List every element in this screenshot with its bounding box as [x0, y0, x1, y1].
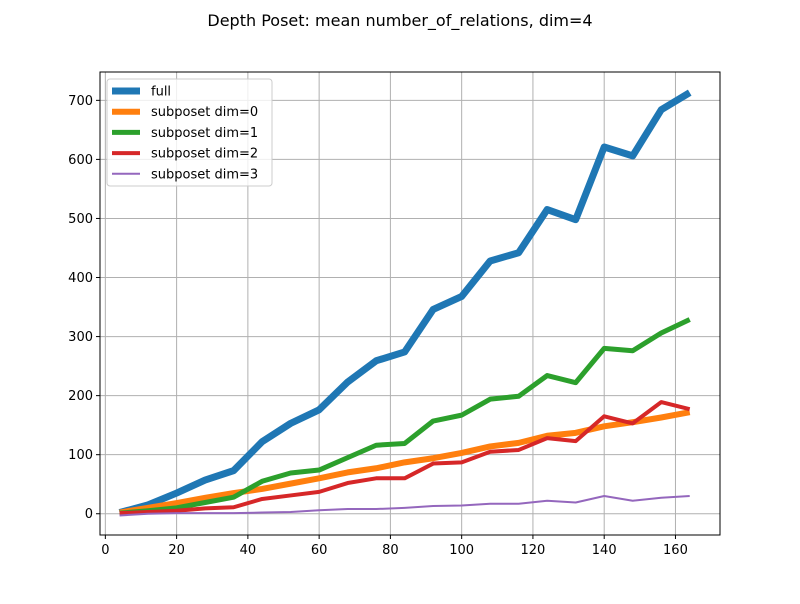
legend-box — [106, 78, 273, 187]
x-tick-label: 100 — [449, 543, 474, 558]
grid — [100, 72, 720, 535]
legend: full subposet dim=0 subposet dim=1 subposet… — [106, 78, 273, 187]
y-tick-label: 700 — [68, 94, 93, 109]
y-tick-label: 300 — [68, 330, 93, 345]
y-tick-label: 600 — [68, 153, 93, 168]
chart-title: Depth Poset: mean number_of_relations, d… — [207, 11, 592, 31]
x-tick-label: 140 — [592, 543, 617, 558]
x-axis: 0 20 40 60 80 100 120 140 160 — [101, 535, 688, 558]
x-tick-label: 160 — [663, 543, 688, 558]
legend-label: full — [151, 85, 171, 100]
x-tick-label: 80 — [382, 543, 399, 558]
y-tick-label: 100 — [68, 448, 93, 463]
y-axis: 0 100 200 300 400 500 600 700 — [68, 94, 100, 522]
legend-label: subposet dim=1 — [151, 126, 258, 141]
legend-label: subposet dim=0 — [151, 105, 258, 120]
y-tick-label: 400 — [68, 271, 93, 286]
series-line-full — [118, 89, 692, 516]
y-tick-label: 500 — [68, 212, 93, 227]
x-tick-label: 0 — [101, 543, 109, 558]
plot-area-frame — [99, 71, 721, 536]
legend-label: subposet dim=2 — [151, 147, 258, 162]
x-tick-label: 20 — [168, 543, 185, 558]
x-tick-label: 120 — [521, 543, 546, 558]
x-tick-label: 40 — [240, 543, 257, 558]
series-line-subposet-dim-1 — [119, 317, 691, 516]
series-line-subposet-dim-0 — [119, 409, 691, 516]
series-line-subposet-dim-2 — [119, 400, 691, 516]
y-tick-label: 0 — [85, 507, 93, 522]
legend-label: subposet dim=3 — [151, 167, 258, 182]
x-tick-label: 60 — [311, 543, 328, 558]
series-line-subposet-dim-3 — [119, 495, 690, 517]
y-tick-label: 200 — [68, 389, 93, 404]
series-lines — [118, 89, 692, 517]
